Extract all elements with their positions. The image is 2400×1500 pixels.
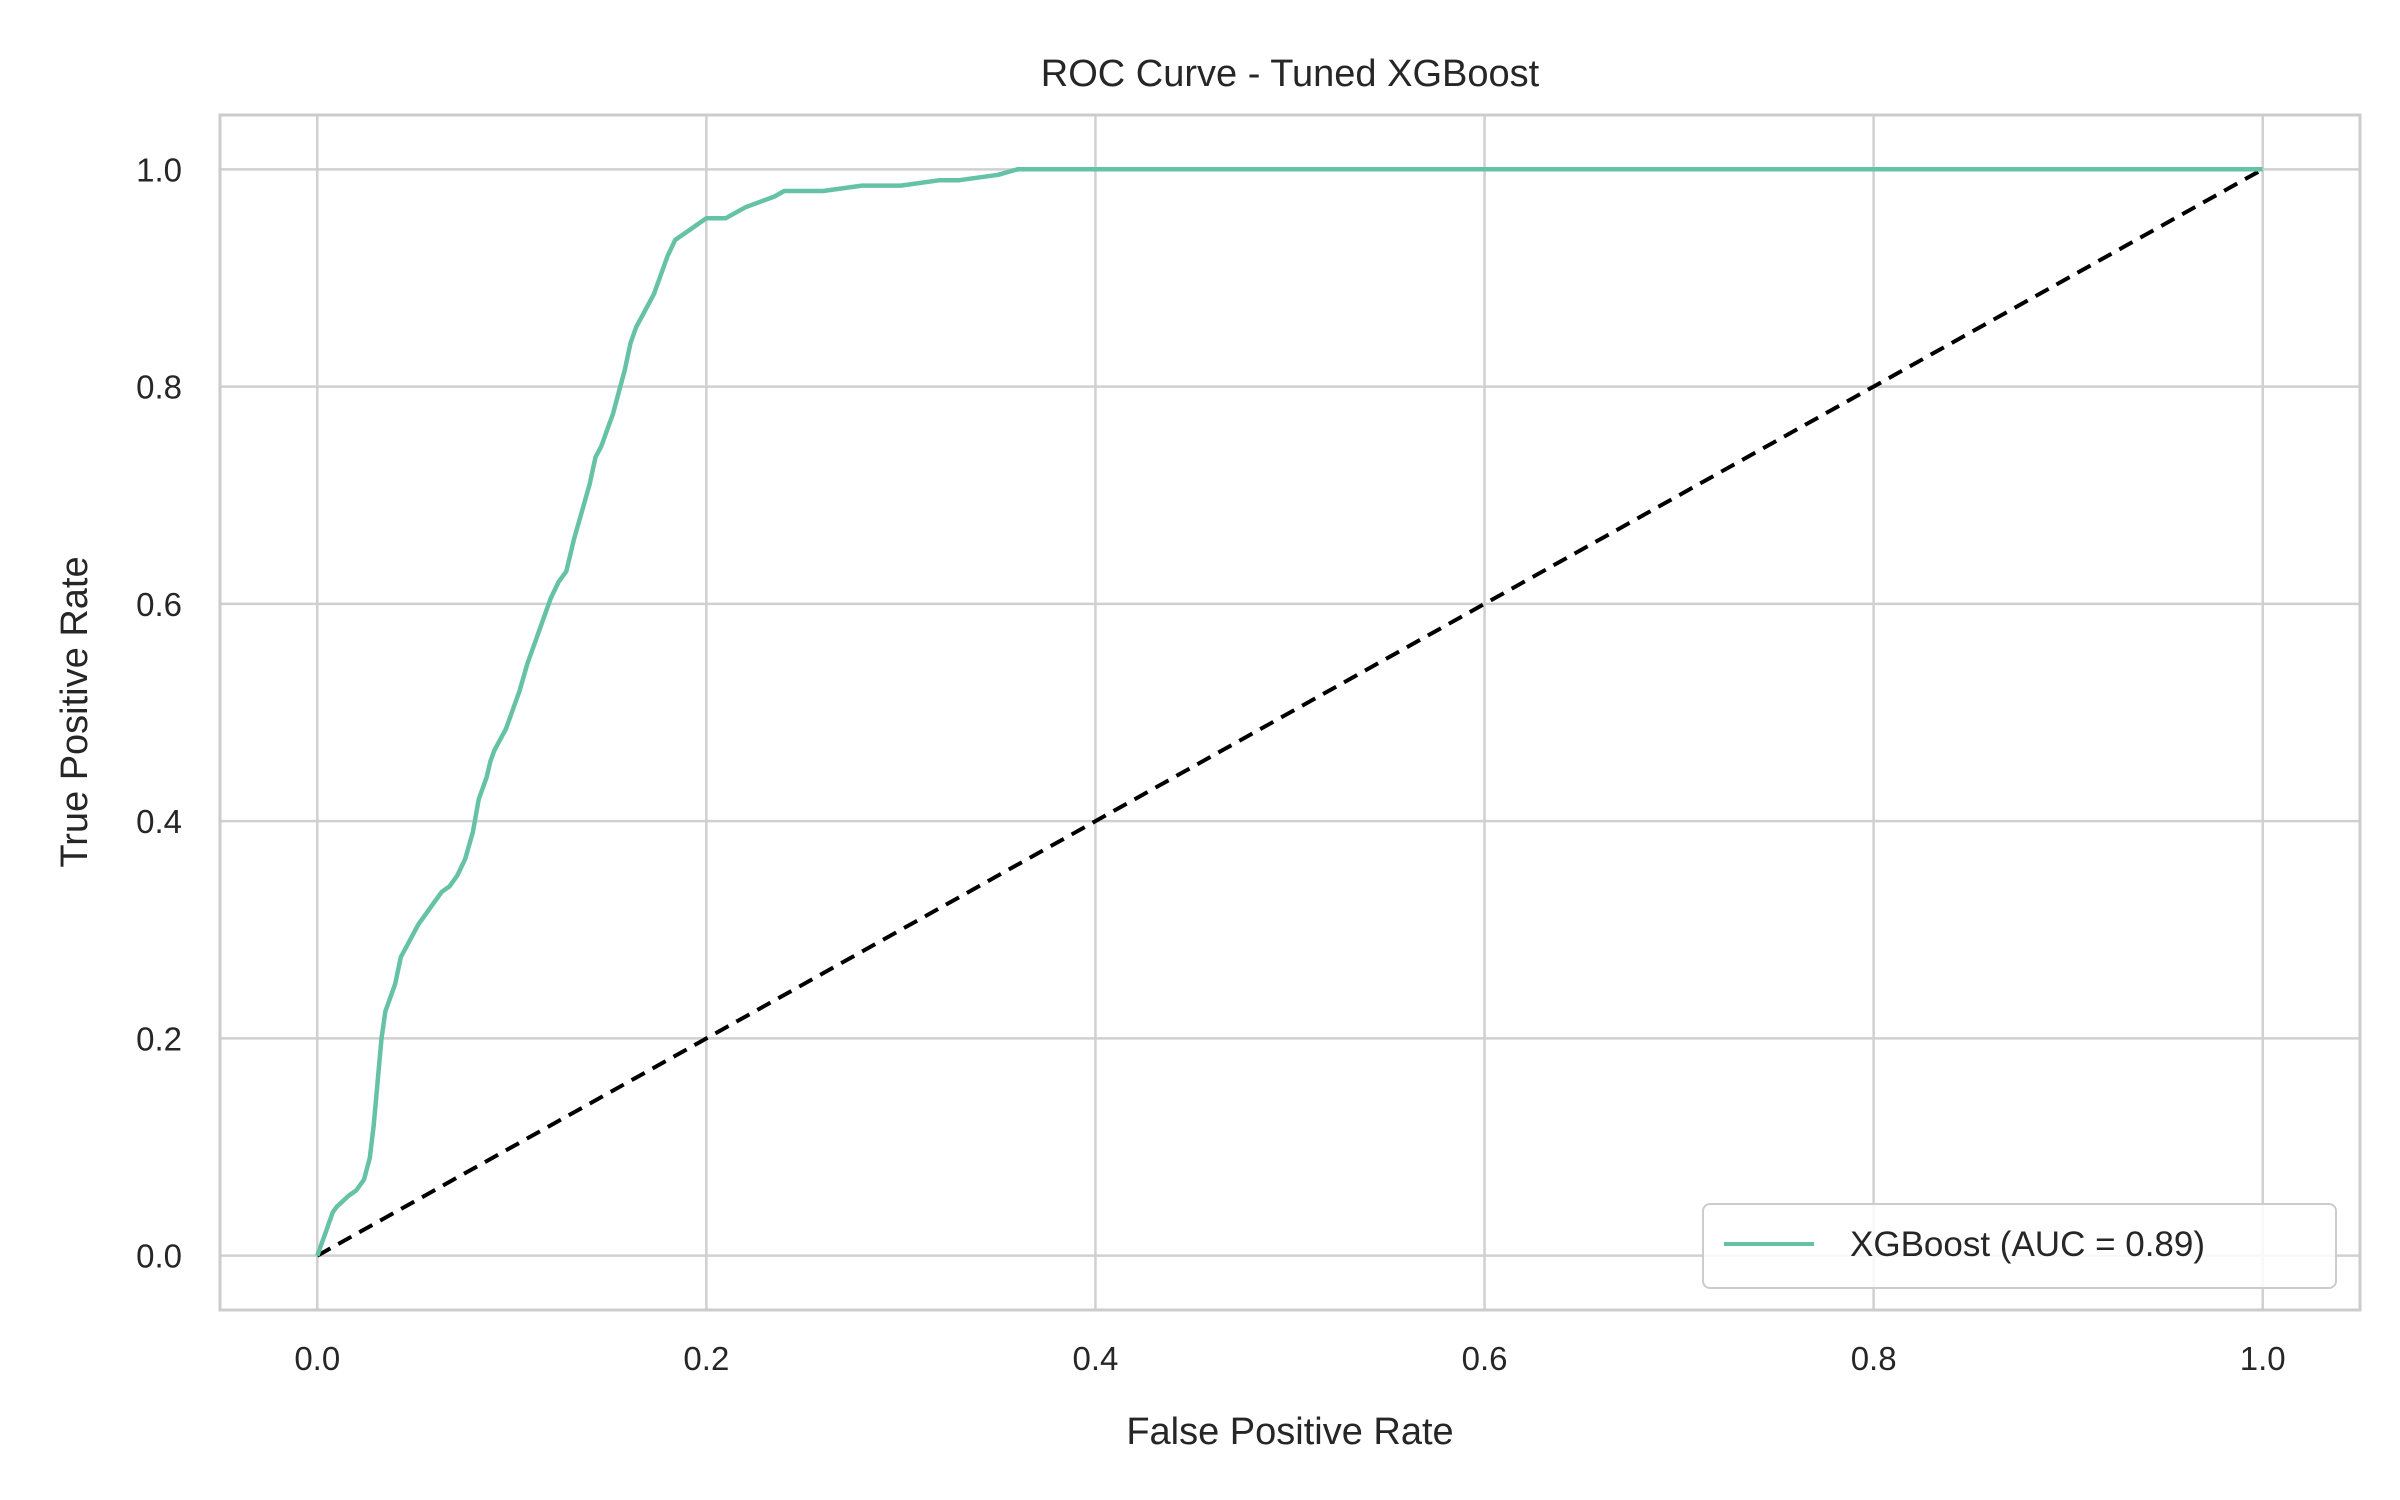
y-tick-label: 1.0 bbox=[136, 151, 182, 188]
roc-curve-line bbox=[315, 167, 2263, 1257]
x-tick-label: 0.0 bbox=[294, 1340, 340, 1377]
x-tick-label: 1.0 bbox=[2240, 1340, 2286, 1377]
y-axis-label: True Positive Rate bbox=[54, 556, 96, 867]
legend: XGBoost (AUC = 0.89) bbox=[1702, 1203, 2337, 1289]
chart-title: ROC Curve - Tuned XGBoost bbox=[1041, 53, 1540, 95]
chance-diagonal-line bbox=[316, 167, 2264, 1258]
plot-frame bbox=[218, 113, 2362, 1312]
x-tick-label: 0.4 bbox=[1073, 1340, 1119, 1377]
x-tick-label: 0.6 bbox=[1462, 1340, 1508, 1377]
x-tick-label: 0.8 bbox=[1851, 1340, 1897, 1377]
legend-box bbox=[1702, 1203, 2337, 1289]
y-tick-label: 0.4 bbox=[136, 803, 182, 840]
x-tick-label: 0.2 bbox=[683, 1340, 729, 1377]
tick-labels: 0.0 0.2 0.4 0.6 0.8 1.0 0.0 0.2 0.4 0.6 0.8 1.0 bbox=[136, 151, 2286, 1377]
y-tick-label: 0.2 bbox=[136, 1020, 182, 1057]
y-tick-label: 0.0 bbox=[136, 1238, 182, 1275]
plot-series bbox=[315, 167, 2264, 1258]
x-axis-label: False Positive Rate bbox=[1126, 1411, 1453, 1453]
legend-label: XGBoost (AUC = 0.89) bbox=[1850, 1225, 2205, 1264]
y-tick-label: 0.8 bbox=[136, 369, 182, 406]
y-tick-label: 0.6 bbox=[136, 586, 182, 623]
